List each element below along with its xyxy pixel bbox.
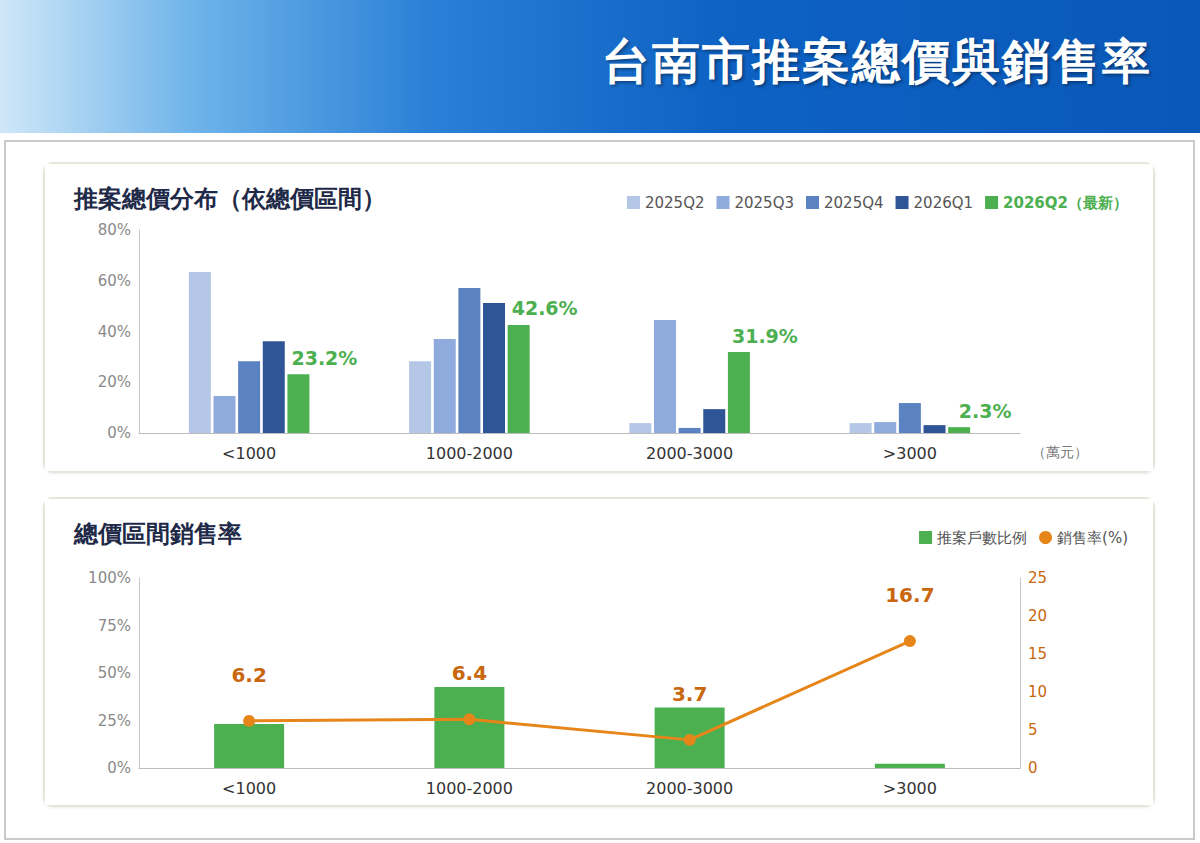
svg-text:2026Q1: 2026Q1 xyxy=(914,194,974,212)
svg-text:<1000: <1000 xyxy=(222,444,276,463)
svg-text:25: 25 xyxy=(1028,569,1047,587)
html-text:台南市推案總價與銷售率: 台南市推案總價與銷售率 xyxy=(602,33,1152,89)
svg-text:60%: 60% xyxy=(98,272,131,290)
svg-text:20: 20 xyxy=(1028,607,1047,625)
svg-text:40%: 40% xyxy=(98,323,131,341)
svg-text:5: 5 xyxy=(1028,721,1038,739)
svg-text:>3000: >3000 xyxy=(883,444,937,463)
svg-text:25%: 25% xyxy=(98,712,131,730)
svg-text:23.2%: 23.2% xyxy=(291,347,357,369)
svg-text:2025Q4: 2025Q4 xyxy=(824,194,884,212)
svg-text:0%: 0% xyxy=(107,424,131,442)
svg-text:42.6%: 42.6% xyxy=(512,297,578,319)
svg-text:16.7: 16.7 xyxy=(885,583,934,607)
svg-text:2.3%: 2.3% xyxy=(959,400,1012,422)
svg-text:100%: 100% xyxy=(88,569,131,587)
svg-text:20%: 20% xyxy=(98,373,131,391)
svg-text:3.7: 3.7 xyxy=(672,682,707,706)
svg-text:1000-2000: 1000-2000 xyxy=(426,444,513,463)
svg-text:6.4: 6.4 xyxy=(452,661,487,685)
svg-text:0%: 0% xyxy=(107,759,131,777)
svg-text:推案戶數比例: 推案戶數比例 xyxy=(937,529,1027,547)
svg-text:2025Q3: 2025Q3 xyxy=(734,194,794,212)
svg-text:2000-3000: 2000-3000 xyxy=(646,779,733,798)
svg-text:10: 10 xyxy=(1028,683,1047,701)
svg-text:80%: 80% xyxy=(98,221,131,239)
svg-text:50%: 50% xyxy=(98,664,131,682)
svg-text:<1000: <1000 xyxy=(222,779,276,798)
svg-text:15: 15 xyxy=(1028,645,1047,663)
svg-text:0: 0 xyxy=(1028,759,1038,777)
svg-text:推案總價分布（依總價區間）: 推案總價分布（依總價區間） xyxy=(73,185,386,213)
svg-text:2000-3000: 2000-3000 xyxy=(646,444,733,463)
svg-text:銷售率(%): 銷售率(%) xyxy=(1057,529,1128,547)
svg-text:6.2: 6.2 xyxy=(231,663,266,687)
svg-text:1000-2000: 1000-2000 xyxy=(426,779,513,798)
svg-text:2025Q2: 2025Q2 xyxy=(645,194,705,212)
svg-text:（萬元）: （萬元） xyxy=(1032,444,1088,460)
svg-text:總價區間銷售率: 總價區間銷售率 xyxy=(73,520,242,548)
svg-text:>3000: >3000 xyxy=(883,779,937,798)
svg-text:31.9%: 31.9% xyxy=(732,325,798,347)
svg-text:75%: 75% xyxy=(98,617,131,635)
svg-text:2026Q2（最新）: 2026Q2（最新） xyxy=(1003,194,1128,212)
